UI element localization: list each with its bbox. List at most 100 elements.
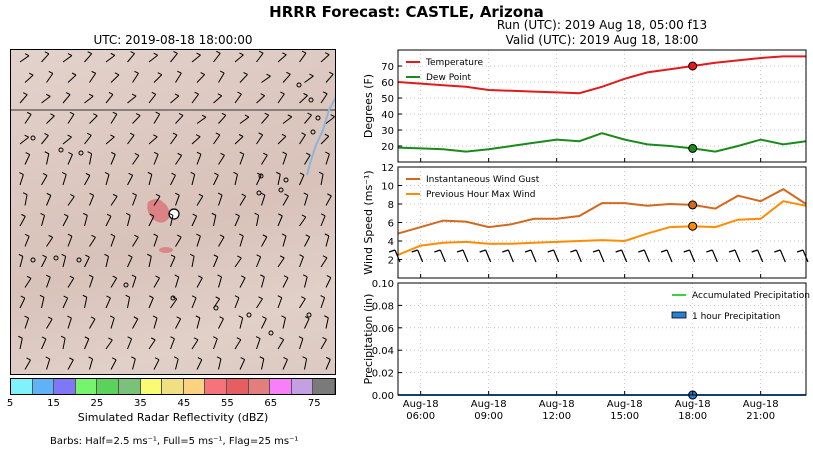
wind-barb xyxy=(84,338,90,350)
wind-barb-tick xyxy=(241,193,246,197)
wind-barb-tick xyxy=(130,51,135,55)
wind-barb xyxy=(196,235,201,247)
wind-barb xyxy=(105,297,111,309)
wind-barb xyxy=(170,298,178,309)
wind-barb-tick xyxy=(40,212,45,216)
wind-barb xyxy=(170,53,178,63)
wind-barb-tick xyxy=(660,249,668,253)
calm-station-circle xyxy=(283,177,289,183)
wind-barb-tick xyxy=(326,275,332,279)
wind-barb-tick xyxy=(111,357,117,361)
wind-barb-tick xyxy=(42,173,48,176)
wind-barb xyxy=(175,358,179,370)
wind-barb xyxy=(239,74,248,83)
wind-barb-tick xyxy=(198,193,204,197)
wind-barb xyxy=(148,339,156,350)
colorbar-swatch xyxy=(32,379,55,394)
wind-barb xyxy=(191,93,200,104)
wind-barb-tick xyxy=(235,213,240,217)
wind-barb xyxy=(325,277,332,288)
wind-barb-tick xyxy=(196,52,201,56)
y-tick-label: 12 xyxy=(381,163,394,174)
series-line xyxy=(397,200,807,256)
wind-barb-tick xyxy=(69,275,75,279)
x-tick-label: 09:00 xyxy=(474,411,503,422)
wind-barb-tick xyxy=(45,356,50,360)
wind-barb-tick xyxy=(170,336,175,340)
wind-barb xyxy=(170,134,178,145)
reflectivity-echo xyxy=(147,199,170,223)
wind-barb xyxy=(67,114,75,124)
wind-barb-tick xyxy=(219,316,224,320)
wind-barb xyxy=(530,249,537,263)
wind-barb xyxy=(191,136,201,145)
calm-station-circle xyxy=(30,135,36,141)
plot-frame xyxy=(397,49,807,163)
wind-barb xyxy=(24,194,28,206)
wind-barb-tick xyxy=(110,233,115,237)
wind-barb-tick xyxy=(26,111,32,115)
wind-barb-tick xyxy=(47,316,53,320)
wind-barb xyxy=(19,297,26,309)
wind-barb-tick xyxy=(240,357,245,360)
wind-barb-tick xyxy=(153,134,158,138)
wind-barb-tick xyxy=(171,172,176,176)
wind-barb-tick xyxy=(324,233,330,237)
wind-barb xyxy=(213,95,223,104)
wind-barb-tick xyxy=(67,315,72,319)
wind-barb xyxy=(46,195,52,206)
wind-barb-tick xyxy=(305,234,310,238)
wind-barb-tick xyxy=(60,335,66,339)
wind-barb xyxy=(304,114,312,124)
calm-station-circle xyxy=(213,305,219,311)
wind-barb xyxy=(196,116,207,124)
wind-barb xyxy=(24,317,30,329)
barbs-note: Barbs: Half=2.5 ms⁻¹, Full=5 ms⁻¹, Flag=… xyxy=(50,436,299,447)
wind-barb xyxy=(153,113,161,124)
wind-barb-tick xyxy=(282,52,287,56)
valid-line: Valid (UTC): 2019 Aug 18, 18:00 xyxy=(505,33,699,47)
wind-barb-tick xyxy=(87,51,92,55)
wind-barb xyxy=(261,75,271,83)
wind-barb xyxy=(261,114,270,124)
x-tick-label: Aug-18 xyxy=(607,399,643,410)
wind-barb xyxy=(67,74,77,83)
wind-barb xyxy=(239,195,247,206)
wind-barb-tick xyxy=(287,114,293,118)
wind-barb xyxy=(105,174,110,186)
wind-barb xyxy=(170,174,176,186)
wind-barb-tick xyxy=(262,316,267,320)
wind-barb xyxy=(153,74,163,83)
y-tick-label: 10 xyxy=(381,182,394,193)
wind-barb-tick xyxy=(135,113,141,117)
wind-barb-tick xyxy=(192,213,197,217)
wind-barb xyxy=(218,358,222,370)
wind-barb xyxy=(711,249,718,263)
wind-barb xyxy=(234,297,240,309)
wind-barb xyxy=(256,134,264,145)
wind-barb xyxy=(196,195,204,206)
wind-barb xyxy=(213,338,218,350)
wind-barb-tick xyxy=(108,337,113,341)
wind-barb xyxy=(507,249,514,263)
wind-barb-tick xyxy=(82,294,88,298)
wind-barb-tick xyxy=(324,52,330,56)
wind-barb-tick xyxy=(196,233,201,237)
wind-barb xyxy=(234,54,244,63)
wind-barb xyxy=(127,134,135,145)
wind-barb xyxy=(643,249,650,263)
wind-barb-tick xyxy=(106,295,111,299)
wind-barb-tick xyxy=(479,249,486,253)
wind-barb xyxy=(213,134,221,145)
wind-barb-tick xyxy=(215,296,220,300)
wind-barb xyxy=(239,116,250,124)
wind-barb-tick xyxy=(278,213,283,217)
wind-barb-tick xyxy=(63,295,68,299)
wind-barb xyxy=(89,318,96,329)
y-tick-label: 20 xyxy=(381,142,394,153)
wind-barb xyxy=(46,73,54,83)
calm-station-circle xyxy=(308,97,314,103)
wind-barb-tick xyxy=(151,91,156,95)
wind-barb-tick xyxy=(194,91,199,95)
wind-barb-tick xyxy=(213,254,219,258)
